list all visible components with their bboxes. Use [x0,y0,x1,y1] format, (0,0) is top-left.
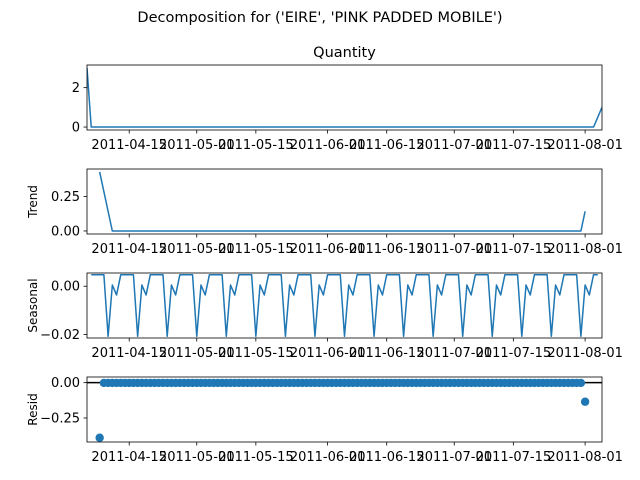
xtick-label-resid: 2011-07-01 [416,450,492,465]
xtick-label-observed: 2011-07-15 [476,138,552,153]
xtick-label-seasonal: 2011-07-01 [416,346,492,361]
line-observed [87,67,602,128]
ylabel-trend: Trend [26,185,40,219]
xtick-label-trend: 2011-04-15 [91,242,167,257]
xtick-label-resid: 2011-05-01 [159,450,235,465]
axes-frame-seasonal [86,272,603,339]
resid-outlier-point [95,433,104,442]
ytick-label-seasonal: 0.00 [51,280,80,295]
xtick-label-observed: 2011-06-01 [290,138,366,153]
xtick-label-observed: 2011-05-15 [218,138,294,153]
panel-resid: Resid0.00−0.252011-04-152011-05-012011-0… [26,376,623,465]
ytick-label-resid: −0.25 [40,411,80,426]
xtick-label-seasonal: 2011-04-15 [91,346,167,361]
series-observed [87,67,602,128]
xtick-label-resid: 2011-07-15 [476,450,552,465]
xtick-label-seasonal: 2011-05-15 [218,346,294,361]
xtick-label-observed: 2011-06-15 [349,138,425,153]
xtick-label-resid: 2011-05-15 [218,450,294,465]
line-trend [98,171,586,232]
xtick-label-observed: 2011-08-01 [547,138,623,153]
ytick-label-resid: 0.00 [51,376,80,391]
xtick-label-resid: 2011-08-01 [547,450,623,465]
ylabel-resid: Resid [26,393,40,425]
resid-point [576,378,586,388]
xtick-label-trend: 2011-08-01 [547,242,623,257]
ytick-label-trend: 0.25 [51,190,80,205]
panel-observed: Quantity 0 2 2011-04-152011-05-012011-05-15… [72,45,623,153]
xtick-label-trend: 2011-06-15 [349,242,425,257]
xtick-label-trend: 2011-05-15 [218,242,294,257]
series-resid [87,378,602,442]
axes-frame-observed [86,64,603,131]
panel-seasonal: Seasonal 0.00−0.022011-04-152011-05-01201… [26,272,623,361]
ytick-label-seasonal: −0.02 [40,328,80,343]
xtick-label-resid: 2011-06-01 [290,450,366,465]
xtick-label-trend: 2011-05-01 [159,242,235,257]
series-trend [98,171,586,232]
xtick-label-resid: 2011-06-15 [349,450,425,465]
xtick-label-seasonal: 2011-06-01 [290,346,366,361]
axes-frame-trend [86,168,603,235]
xtick-label-seasonal: 2011-07-15 [476,346,552,361]
ytick-label-trend: 0.00 [51,224,80,239]
xtick-label-resid: 2011-04-15 [91,450,167,465]
xtick-label-observed: 2011-07-01 [416,138,492,153]
series-seasonal [91,273,598,338]
xtick-label-seasonal: 2011-05-01 [159,346,235,361]
xtick-label-seasonal: 2011-08-01 [547,346,623,361]
ylabel-seasonal: Seasonal [26,278,40,332]
panel-trend: Trend 0.00 0.25 2011-04-152011-05-012011-05… [26,168,623,257]
ytick-label-observed: 0 [72,121,80,136]
panels-group: Quantity022011-04-152011-05-012011-05-15… [26,45,623,465]
xtick-label-trend: 2011-07-15 [476,242,552,257]
figure-suptitle: Decomposition for ('EIRE', 'PINK PADDED … [137,10,502,26]
xtick-label-observed: 2011-05-01 [159,138,235,153]
resid-outlier-point [580,397,590,406]
panel-title-observed: Quantity [313,45,376,61]
axes-frame-resid [86,376,603,443]
line-seasonal [91,273,598,338]
xtick-label-trend: 2011-06-01 [290,242,366,257]
xtick-label-seasonal: 2011-06-15 [349,346,425,361]
ytick-label-observed: 2 [72,81,80,96]
xtick-label-trend: 2011-07-01 [416,242,492,257]
xtick-label-observed: 2011-04-15 [91,138,167,153]
